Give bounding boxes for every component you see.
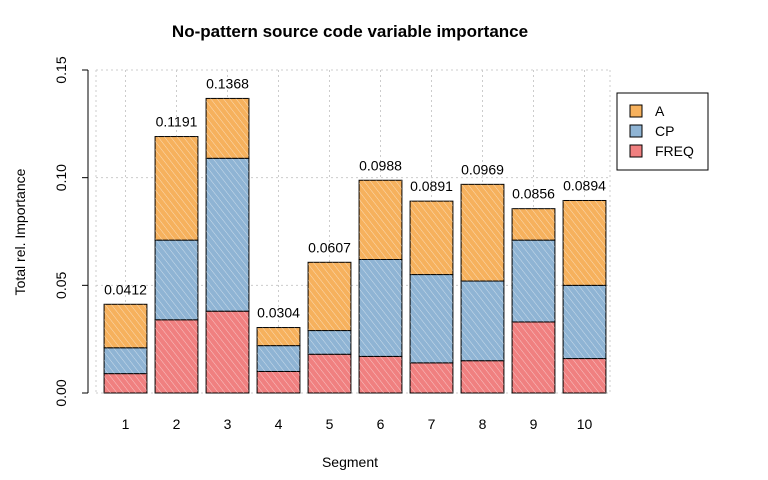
bar-hatch	[104, 373, 147, 393]
legend: A CP FREQ	[616, 92, 709, 171]
bar-hatch	[563, 200, 606, 286]
x-tick-label: 2	[173, 416, 181, 432]
bar-hatch	[206, 311, 249, 393]
bar-hatch	[206, 158, 249, 312]
bar-hatch	[563, 285, 606, 359]
bar-total-label: 0.0988	[359, 157, 402, 173]
bar-hatch	[104, 347, 147, 374]
bar-total-label: 0.0894	[563, 177, 606, 193]
x-tick-label: 5	[326, 416, 334, 432]
bar-hatch	[308, 262, 351, 331]
y-tick-label: 0.00	[53, 379, 69, 406]
bar-hatch	[410, 362, 453, 393]
legend-label-freq: FREQ	[655, 143, 694, 159]
bar-hatch	[512, 208, 555, 241]
legend-swatch-a	[629, 104, 643, 118]
bar-total-label: 0.0304	[257, 305, 300, 321]
bar-total-label: 0.0412	[104, 281, 147, 297]
bars	[103, 97, 607, 394]
x-tick-label: 8	[479, 416, 487, 432]
bar-hatch	[512, 240, 555, 322]
axes: 1 2 3 4 5 6 7 8 9 10 0.00 0.05 0.10 0.15	[53, 56, 592, 432]
legend-label-cp: CP	[655, 123, 674, 139]
bar-hatch	[308, 354, 351, 393]
bar-hatch	[359, 356, 402, 393]
x-tick-label: 1	[122, 416, 130, 432]
bar-hatch	[155, 319, 198, 393]
bar-total-label: 0.0856	[512, 186, 555, 202]
x-tick-label: 4	[275, 416, 283, 432]
bar-hatch	[563, 358, 606, 393]
x-tick-label: 3	[224, 416, 232, 432]
bar-total-label: 0.0969	[461, 161, 504, 177]
bar-total-label: 0.1191	[156, 114, 198, 130]
bar-hatch	[155, 136, 198, 241]
bar-hatch	[257, 345, 300, 372]
bar-hatch	[461, 281, 504, 361]
total-labels: 0.0412 0.1191 0.1368 0.0304 0.0607 0.0988 0.08…	[104, 75, 606, 320]
y-tick-label: 0.15	[53, 56, 69, 83]
y-tick-label: 0.05	[53, 271, 69, 298]
y-tick-label: 0.10	[53, 164, 69, 191]
legend-label-a: A	[655, 103, 665, 119]
x-tick-label: 6	[377, 416, 385, 432]
bar-hatch	[206, 98, 249, 159]
bar-hatch	[104, 304, 147, 348]
legend-swatch-cp	[629, 124, 643, 138]
x-tick-label: 9	[530, 416, 538, 432]
bar-hatch	[155, 240, 198, 320]
bar-hatch	[461, 184, 504, 282]
bar-hatch	[257, 327, 300, 346]
bar-hatch	[410, 274, 453, 363]
bar-total-label: 0.1368	[206, 75, 249, 91]
x-tick-label: 7	[428, 416, 436, 432]
bar-hatch	[410, 201, 453, 275]
bar-hatch	[308, 330, 351, 355]
bar-hatch	[359, 180, 402, 260]
legend-swatch-freq	[629, 144, 643, 158]
bar-hatch	[359, 259, 402, 357]
bar-total-label: 0.0891	[410, 178, 453, 194]
bar-total-label: 0.0607	[308, 239, 351, 255]
bar-hatch	[257, 371, 300, 393]
chart-title: No-pattern source code variable importan…	[172, 22, 528, 41]
bar-hatch	[461, 360, 504, 393]
y-axis-label: Total rel. Importance	[12, 168, 28, 295]
bar-hatch	[512, 321, 555, 393]
x-tick-label: 10	[577, 416, 593, 432]
x-axis-label: Segment	[322, 454, 378, 470]
